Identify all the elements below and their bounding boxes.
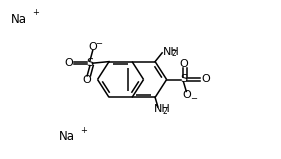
Text: 2: 2 [171,49,176,59]
Text: 2: 2 [162,107,167,116]
Text: −: − [190,94,197,103]
Text: S: S [180,75,187,84]
Text: NH: NH [154,104,171,114]
Text: O: O [179,59,188,69]
Text: O: O [201,75,210,84]
Text: −: − [96,39,102,48]
Text: O: O [88,42,97,52]
Text: +: + [80,126,87,135]
Text: Na: Na [59,130,75,143]
Text: NH: NH [163,47,180,57]
Text: Na: Na [11,13,27,26]
Text: O: O [182,90,191,100]
Text: O: O [64,58,73,68]
Text: S: S [86,58,94,68]
Text: +: + [32,8,39,17]
Text: O: O [83,75,92,85]
